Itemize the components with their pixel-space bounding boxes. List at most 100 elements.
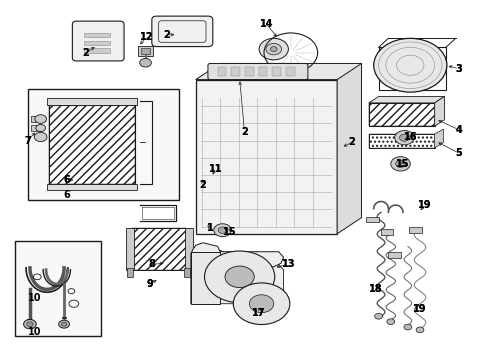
Text: 3: 3	[455, 64, 462, 74]
Text: 18: 18	[368, 284, 382, 294]
Text: 6: 6	[63, 190, 70, 200]
Bar	[15, 241, 101, 336]
Text: 16: 16	[403, 132, 416, 142]
Bar	[285, 67, 294, 76]
Circle shape	[373, 39, 446, 92]
Bar	[190, 252, 220, 304]
Circle shape	[204, 251, 274, 303]
Text: 2: 2	[82, 48, 89, 58]
Text: 10: 10	[28, 327, 41, 337]
Text: 2: 2	[163, 30, 169, 40]
Bar	[258, 67, 267, 76]
Bar	[244, 67, 253, 76]
Text: 9: 9	[146, 279, 152, 289]
Bar	[132, 228, 185, 270]
Text: 2: 2	[347, 138, 354, 147]
Text: 3: 3	[455, 64, 462, 74]
Bar	[368, 134, 434, 148]
Circle shape	[218, 227, 226, 233]
Text: 13: 13	[281, 259, 295, 269]
Text: 2: 2	[241, 127, 247, 136]
Text: 9: 9	[146, 279, 152, 289]
Circle shape	[140, 58, 151, 67]
Polygon shape	[434, 96, 444, 126]
Text: 2: 2	[347, 138, 354, 147]
Circle shape	[34, 132, 47, 141]
Bar	[83, 33, 110, 37]
Bar	[368, 103, 434, 126]
FancyBboxPatch shape	[72, 21, 124, 61]
Bar	[195, 80, 336, 234]
Polygon shape	[190, 248, 283, 304]
Text: 2: 2	[163, 30, 169, 40]
Polygon shape	[368, 96, 444, 103]
Text: 18: 18	[368, 284, 382, 294]
Circle shape	[399, 134, 408, 141]
Text: 14: 14	[259, 19, 273, 29]
Bar	[126, 228, 134, 270]
Text: 15: 15	[395, 159, 409, 169]
Bar	[183, 268, 189, 277]
Circle shape	[403, 324, 411, 330]
Circle shape	[23, 319, 36, 329]
Polygon shape	[434, 129, 443, 148]
Bar	[49, 105, 135, 184]
Text: 15: 15	[223, 227, 236, 237]
Text: 12: 12	[140, 32, 153, 41]
Text: 8: 8	[148, 259, 155, 269]
Polygon shape	[195, 63, 361, 80]
Circle shape	[249, 295, 273, 313]
Text: 1: 1	[206, 224, 213, 233]
Bar	[392, 161, 407, 167]
Text: 4: 4	[455, 125, 462, 135]
Bar	[378, 47, 445, 90]
Bar	[217, 67, 226, 76]
Bar	[387, 252, 400, 258]
Circle shape	[395, 160, 405, 167]
Text: 6: 6	[63, 175, 70, 185]
Polygon shape	[336, 63, 361, 234]
Text: 17: 17	[252, 308, 265, 318]
Bar	[49, 105, 135, 184]
Text: 2: 2	[82, 48, 89, 58]
Bar	[231, 67, 240, 76]
Text: 13: 13	[281, 259, 295, 269]
Circle shape	[270, 46, 277, 51]
Circle shape	[374, 314, 382, 319]
Text: 19: 19	[417, 200, 431, 210]
Bar	[47, 98, 137, 105]
Bar	[408, 227, 421, 233]
Circle shape	[213, 224, 231, 237]
Text: 7: 7	[24, 136, 31, 145]
Text: 19: 19	[412, 304, 426, 314]
Text: 17: 17	[252, 308, 265, 318]
Bar	[138, 46, 153, 56]
Text: 6: 6	[63, 175, 70, 185]
Text: 19: 19	[412, 304, 426, 314]
Text: 16: 16	[403, 132, 416, 142]
Bar	[132, 228, 185, 270]
Bar	[27, 89, 178, 200]
Bar	[365, 217, 378, 222]
Text: 8: 8	[148, 259, 155, 269]
Circle shape	[27, 322, 33, 327]
Text: 10: 10	[28, 293, 41, 303]
Circle shape	[233, 283, 289, 324]
Text: 11: 11	[208, 164, 222, 174]
Bar	[141, 48, 150, 54]
Bar	[368, 103, 434, 126]
Text: 14: 14	[259, 19, 273, 29]
Circle shape	[59, 320, 69, 328]
Text: 5: 5	[455, 148, 462, 158]
FancyBboxPatch shape	[152, 16, 212, 46]
Text: 15: 15	[223, 227, 236, 237]
Bar	[83, 48, 110, 53]
Circle shape	[61, 322, 67, 326]
Circle shape	[259, 39, 288, 60]
Circle shape	[390, 157, 409, 171]
Bar	[127, 268, 133, 277]
Circle shape	[35, 115, 46, 123]
Bar	[184, 228, 192, 270]
Text: 11: 11	[208, 164, 222, 174]
Text: 4: 4	[455, 125, 462, 135]
